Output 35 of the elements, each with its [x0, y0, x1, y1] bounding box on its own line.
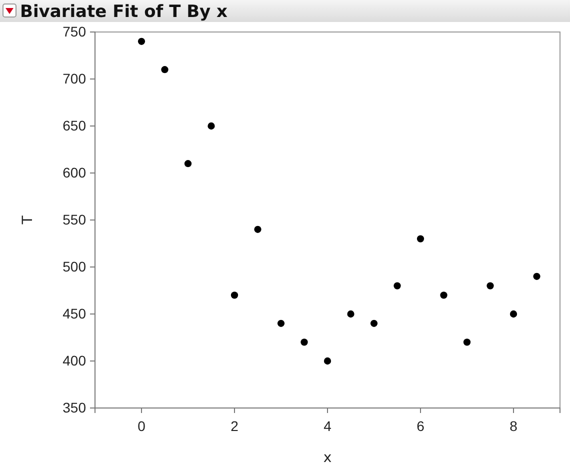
y-tick-label: 500	[62, 258, 86, 274]
chart-title: Bivariate Fit of T By x	[20, 2, 228, 22]
point	[347, 310, 354, 318]
point	[394, 282, 401, 290]
point	[510, 310, 518, 318]
point	[230, 292, 238, 299]
point	[370, 320, 378, 327]
y-tick-label: 400	[62, 352, 86, 368]
y-axis-title: T	[20, 215, 36, 226]
point	[533, 272, 540, 280]
point	[208, 122, 215, 130]
x-tick-label: 4	[324, 418, 332, 434]
point	[440, 292, 448, 299]
y-tick-label: 700	[62, 70, 86, 86]
point	[184, 160, 192, 168]
x-tick-label: 6	[416, 418, 425, 434]
point	[254, 226, 262, 233]
x-tick-label: 8	[510, 418, 518, 434]
y-tick-label: 600	[62, 164, 86, 180]
point	[161, 66, 168, 74]
point	[300, 338, 308, 346]
y-tick-label: 450	[62, 305, 86, 322]
point	[463, 338, 471, 346]
y-tick-label: 350	[62, 399, 86, 416]
point	[324, 357, 332, 365]
y-tick-label: 650	[62, 117, 86, 134]
point	[416, 235, 424, 242]
point	[277, 320, 285, 327]
point	[138, 38, 146, 45]
x-axis-title: x	[323, 450, 332, 466]
point	[486, 282, 494, 290]
y-tick-label: 550	[62, 211, 86, 228]
x-tick-label: 2	[230, 418, 239, 434]
y-tick-label: 750	[62, 23, 86, 40]
x-tick-label: 0	[138, 418, 146, 434]
